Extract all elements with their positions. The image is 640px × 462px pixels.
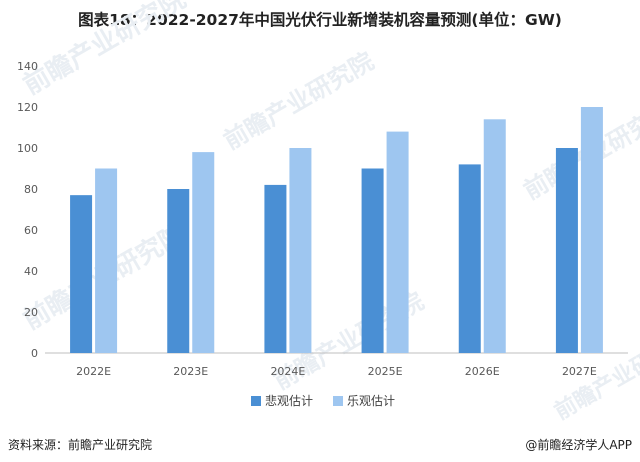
credit-note: @前瞻经济学人APP: [525, 438, 632, 452]
bar-optimistic-2026E: [483, 119, 506, 353]
bar-pessimistic-2025E: [361, 168, 384, 353]
y-tick-label: 40: [24, 265, 38, 278]
y-tick-label: 100: [17, 142, 38, 155]
y-tick-label: 20: [24, 306, 38, 319]
x-tick-label: 2022E: [76, 365, 111, 378]
bar-chart: 前瞻产业研究院 前瞻产业研究院 前瞻产业研究院 前瞻产业研究院 前瞻产业研究院 …: [17, 0, 640, 425]
legend: 悲观估计 乐观估计: [251, 393, 395, 408]
x-tick-label: 2027E: [562, 365, 597, 378]
bar-optimistic-2023E: [192, 152, 215, 353]
x-tick-label: 2024E: [270, 365, 305, 378]
bar-optimistic-2025E: [386, 131, 409, 353]
y-tick-label: 80: [24, 183, 38, 196]
x-tick-label: 2023E: [173, 365, 208, 378]
bar-pessimistic-2024E: [264, 184, 287, 353]
legend-label-pessimistic: 悲观估计: [265, 393, 313, 408]
x-tick-label: 2025E: [368, 365, 403, 378]
legend-swatch-optimistic: [333, 396, 343, 406]
bar-optimistic-2027E: [580, 107, 603, 353]
source-note: 资料来源：前瞻产业研究院: [8, 438, 153, 452]
y-axis: 0 20 40 60 80 100 120 140: [17, 60, 38, 360]
svg-text:前瞻产业研究院: 前瞻产业研究院: [519, 97, 640, 205]
y-tick-label: 140: [17, 60, 38, 73]
y-tick-label: 0: [31, 347, 38, 360]
y-tick-label: 60: [24, 224, 38, 237]
legend-label-optimistic: 乐观估计: [347, 394, 395, 408]
svg-text:前瞻产业研究院: 前瞻产业研究院: [219, 47, 378, 155]
bar-pessimistic-2026E: [458, 164, 481, 353]
bar-optimistic-2024E: [289, 148, 312, 353]
bar-optimistic-2022E: [95, 168, 118, 353]
x-axis: 2022E 2023E 2024E 2025E 2026E 2027E: [76, 365, 597, 378]
y-tick-label: 120: [17, 101, 38, 114]
chart-title: 图表18：2022-2027年中国光伏行业新增装机容量预测(单位：GW): [78, 11, 562, 29]
legend-swatch-pessimistic: [251, 396, 261, 406]
bar-pessimistic-2027E: [555, 148, 578, 353]
x-tick-label: 2026E: [465, 365, 500, 378]
svg-text:前瞻产业研究院: 前瞻产业研究院: [18, 0, 191, 101]
bars-group: [70, 107, 603, 353]
bar-pessimistic-2023E: [167, 189, 190, 353]
bar-pessimistic-2022E: [70, 195, 93, 353]
